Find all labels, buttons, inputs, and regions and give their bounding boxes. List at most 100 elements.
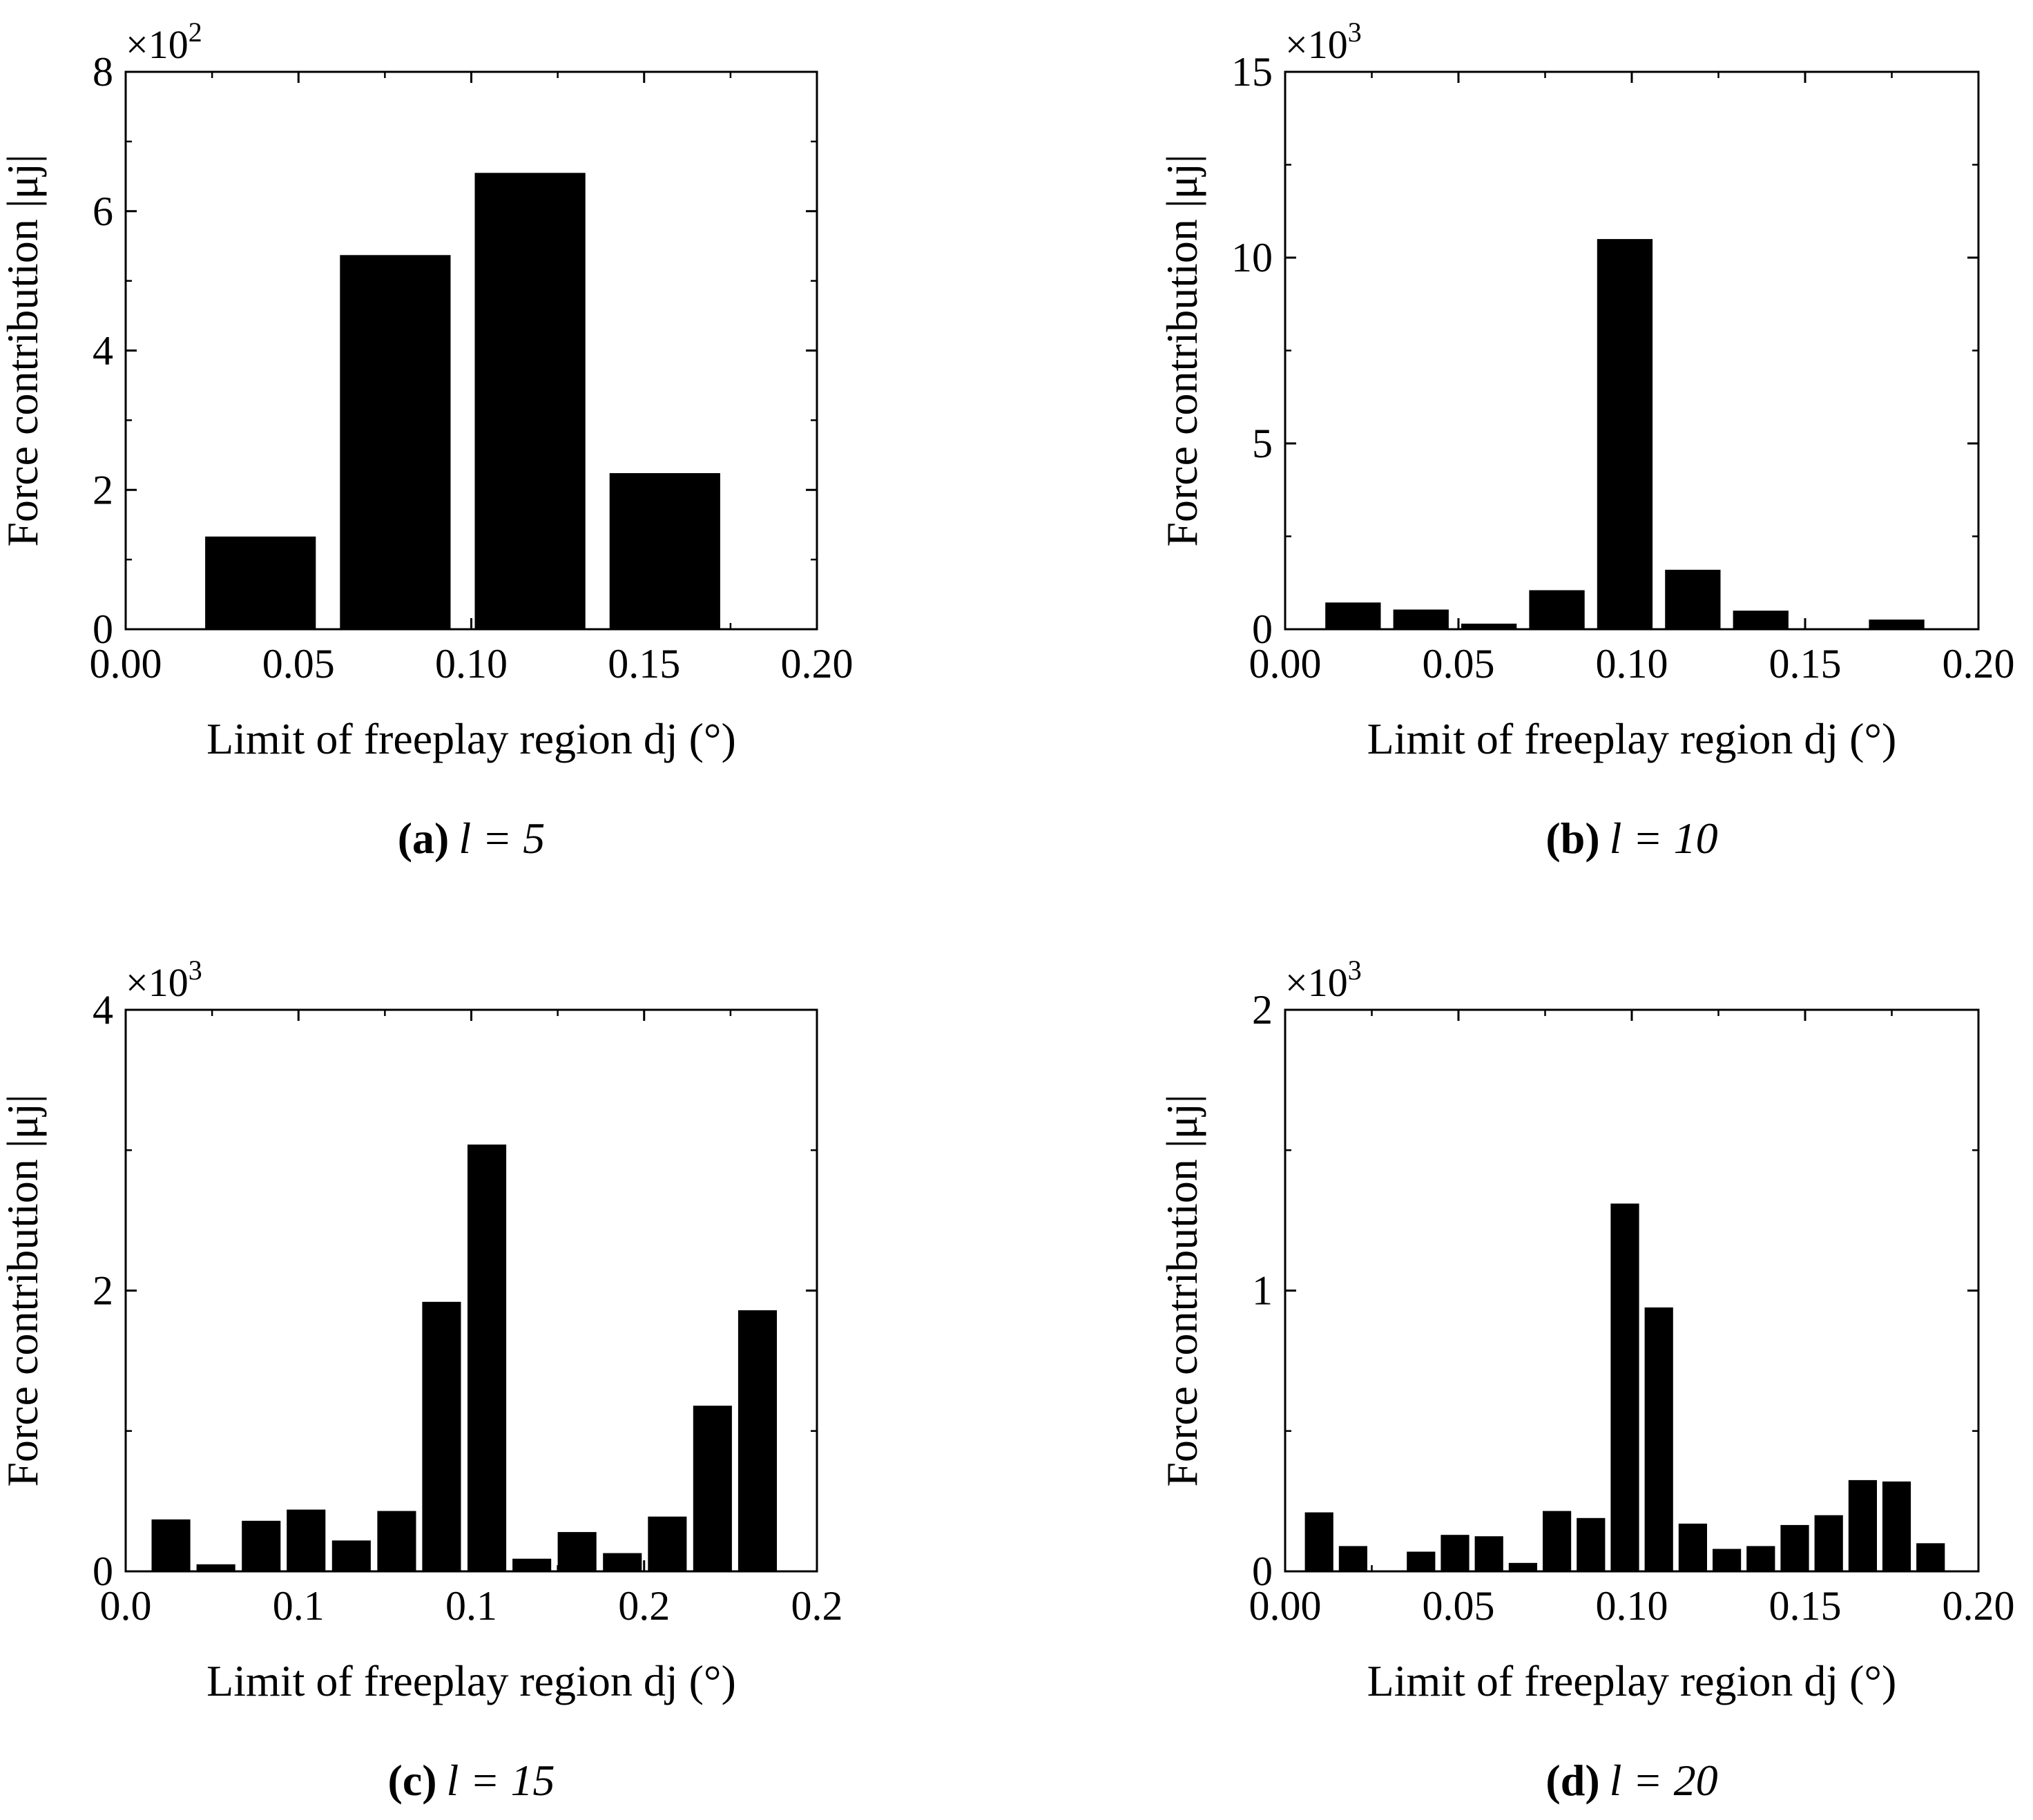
bar-c-5 <box>377 1511 416 1571</box>
bar-d-10 <box>1644 1307 1673 1571</box>
bar-c-11 <box>648 1516 687 1571</box>
y-tick-label-a-1: 2 <box>93 467 113 513</box>
bar-b-8 <box>1869 620 1925 629</box>
x-tick-label-a-1: 0.05 <box>262 641 335 687</box>
y-multiplier-c: ×103 <box>126 955 202 1005</box>
bar-c-10 <box>603 1553 642 1571</box>
x-tick-label-a-4: 0.20 <box>781 641 854 687</box>
bar-d-5 <box>1474 1536 1503 1571</box>
bar-d-1 <box>1338 1546 1367 1571</box>
x-tick-label-b-3: 0.15 <box>1769 641 1842 687</box>
x-tick-label-d-3: 0.15 <box>1769 1583 1842 1629</box>
y-multiplier-a: ×102 <box>126 17 202 67</box>
x-tick-label-c-3: 0.2 <box>618 1583 670 1629</box>
bar-c-6 <box>422 1301 461 1571</box>
x-tick-label-d-2: 0.10 <box>1596 1583 1668 1629</box>
bar-b-3 <box>1529 590 1585 629</box>
bar-c-8 <box>512 1558 552 1571</box>
y-tick-label-c-1: 2 <box>93 1268 113 1314</box>
x-tick-label-a-3: 0.15 <box>608 641 680 687</box>
bar-c-9 <box>557 1532 597 1571</box>
caption-b: (b) l = 10 <box>1545 814 1717 863</box>
x-tick-label-b-1: 0.05 <box>1423 641 1495 687</box>
y-multiplier-base-c: ×10 <box>126 960 189 1005</box>
bar-c-0 <box>151 1519 191 1571</box>
bar-b-1 <box>1393 609 1449 629</box>
y-multiplier-exponent-c: 3 <box>189 955 202 986</box>
caption-formula-d: l = 20 <box>1610 1756 1718 1805</box>
x-tick-label-b-2: 0.10 <box>1596 641 1668 687</box>
caption-c: (c) l = 15 <box>388 1756 555 1805</box>
caption-letter-c: (c) <box>388 1756 437 1805</box>
y-multiplier-base-a: ×10 <box>126 22 189 67</box>
y-axis-title-a: Force contribution |μj| <box>0 154 47 546</box>
y-axis-title-c: Force contribution |μj| <box>0 1094 47 1486</box>
bar-c-12 <box>693 1406 732 1571</box>
x-axis-title-b: Limit of freeplay region dj (°) <box>1367 714 1897 763</box>
caption-letter-b: (b) <box>1545 814 1599 863</box>
bar-b-4 <box>1597 239 1653 630</box>
y-tick-label-b-1: 5 <box>1252 421 1273 466</box>
y-multiplier-exponent-a: 2 <box>189 17 202 48</box>
y-tick-label-a-0: 0 <box>93 606 113 652</box>
y-tick-label-d-1: 1 <box>1252 1268 1273 1314</box>
bar-d-17 <box>1882 1481 1911 1571</box>
chart-panel-b: 0.00 0.05 0.10 0.15 0.20 0 5 10 15 ×103 Force cont… <box>1157 17 2015 863</box>
chart-panel-d: 0.00 0.05 0.10 0.15 0.20 0 1 2 ×103 Force contrib… <box>1157 955 2015 1805</box>
bar-d-4 <box>1441 1535 1470 1571</box>
bar-d-8 <box>1577 1517 1606 1571</box>
bar-d-18 <box>1916 1543 1945 1571</box>
y-tick-label-d-0: 0 <box>1252 1549 1273 1594</box>
bar-c-3 <box>287 1509 326 1571</box>
y-tick-label-a-2: 4 <box>93 328 113 374</box>
caption-letter-d: (d) <box>1545 1756 1599 1805</box>
x-tick-label-c-1: 0.1 <box>273 1583 325 1629</box>
bar-b-5 <box>1665 569 1721 629</box>
caption-d: (d) l = 20 <box>1545 1756 1717 1805</box>
bar-a-2 <box>474 173 586 630</box>
x-axis-title-d: Limit of freeplay region dj (°) <box>1367 1656 1897 1705</box>
bar-d-7 <box>1543 1511 1572 1571</box>
y-multiplier-exponent-b: 3 <box>1348 17 1362 48</box>
bar-d-16 <box>1848 1479 1877 1571</box>
y-tick-label-b-2: 10 <box>1231 235 1273 280</box>
bar-b-6 <box>1733 611 1789 629</box>
bar-c-4 <box>331 1540 371 1571</box>
x-tick-label-c-0: 0.0 <box>100 1583 152 1629</box>
bar-c-7 <box>468 1144 507 1571</box>
bar-a-3 <box>609 473 720 629</box>
caption-formula-c: l = 15 <box>447 1756 555 1805</box>
bar-d-12 <box>1713 1549 1742 1571</box>
x-tick-label-c-4: 0.2 <box>791 1583 843 1629</box>
y-multiplier-d: ×103 <box>1285 955 1362 1005</box>
bar-d-3 <box>1407 1551 1436 1571</box>
y-axis-title-b: Force contribution |μj| <box>1157 154 1206 546</box>
chart-panel-c: 0.0 0.1 0.1 0.2 0.2 0 2 4 ×103 Force contribution… <box>0 955 843 1805</box>
bar-d-0 <box>1304 1512 1333 1571</box>
caption-formula-b: l = 10 <box>1610 814 1718 863</box>
x-tick-label-d-4: 0.20 <box>1943 1583 2015 1629</box>
y-tick-label-d-2: 2 <box>1252 987 1273 1033</box>
bar-a-1 <box>340 255 451 629</box>
bar-d-15 <box>1814 1515 1843 1571</box>
y-multiplier-exponent-d: 3 <box>1348 955 1362 986</box>
x-tick-label-c-2: 0.1 <box>445 1583 497 1629</box>
y-multiplier-b: ×103 <box>1285 17 1362 67</box>
bar-d-9 <box>1610 1203 1639 1571</box>
y-tick-label-c-0: 0 <box>93 1549 113 1594</box>
bar-d-13 <box>1746 1546 1775 1571</box>
x-tick-label-a-2: 0.10 <box>435 641 508 687</box>
caption-formula-a: l = 5 <box>459 814 545 863</box>
bar-c-13 <box>738 1310 777 1571</box>
bar-b-2 <box>1461 623 1517 629</box>
y-multiplier-base-d: ×10 <box>1285 960 1348 1005</box>
bar-c-2 <box>242 1520 281 1571</box>
y-multiplier-base-b: ×10 <box>1285 22 1348 67</box>
y-axis-title-d: Force contribution |μj| <box>1157 1094 1206 1486</box>
x-tick-label-d-1: 0.05 <box>1423 1583 1495 1629</box>
x-axis-title-c: Limit of freeplay region dj (°) <box>206 1656 736 1705</box>
y-tick-label-a-4: 8 <box>93 49 113 95</box>
x-tick-label-d-0: 0.00 <box>1249 1583 1322 1629</box>
